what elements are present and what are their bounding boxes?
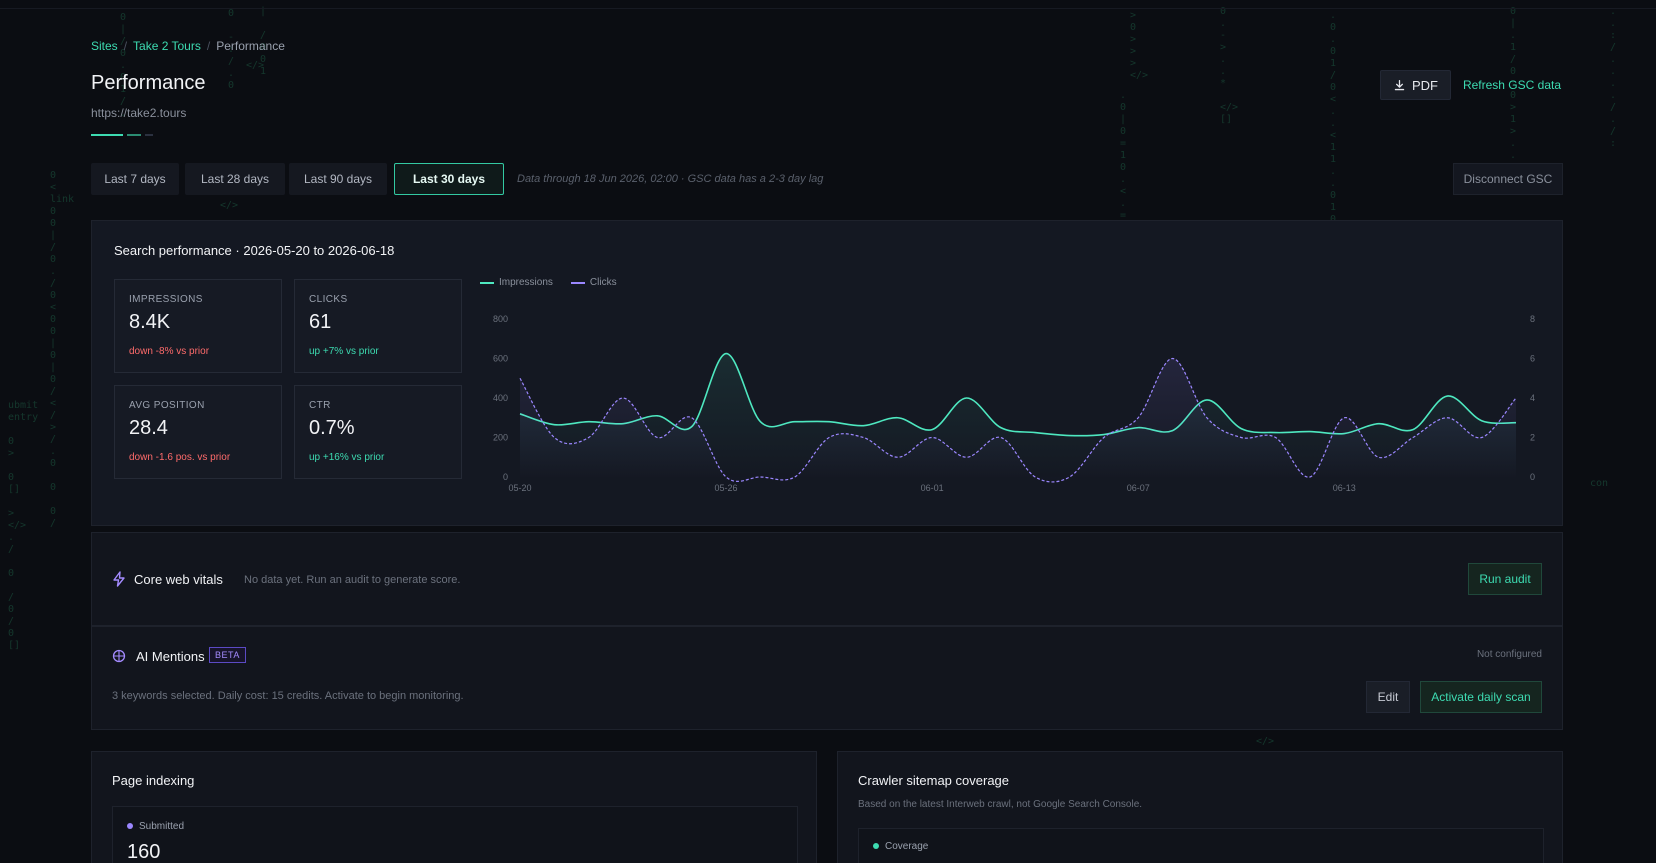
metric-change: down -8% vs prior: [129, 346, 210, 357]
breadcrumb: Sites / Take 2 Tours / Performance: [91, 39, 285, 53]
download-icon: [1394, 79, 1405, 90]
metric-label: CLICKS: [309, 294, 348, 305]
refresh-gsc-button[interactable]: Refresh GSC data: [1462, 78, 1561, 92]
run-audit-button[interactable]: Run audit: [1468, 563, 1542, 595]
metric-label: AVG POSITION: [129, 400, 205, 411]
metric-value: 28.4: [129, 417, 168, 439]
title-underline-segment: [145, 134, 153, 136]
title-underline: [91, 134, 123, 136]
legend-swatch-impressions: [480, 281, 494, 284]
breadcrumb-separator: /: [123, 39, 128, 53]
submitted-label-row: Submitted: [127, 821, 184, 832]
title-underline-segment: [127, 134, 141, 136]
crawler-coverage-card: Crawler sitemap coverage Based on the la…: [837, 751, 1563, 863]
series-line-clicks: [519, 357, 1517, 483]
metric-value: 0.7%: [309, 417, 355, 439]
metric-change: down -1.6 pos. vs prior: [129, 452, 231, 463]
y-right-tick-label: 0: [1530, 472, 1535, 482]
coverage-dot: [873, 843, 879, 850]
target-icon: [112, 649, 126, 663]
y-right-tick-label: 6: [1530, 354, 1535, 364]
range-tab-30-days[interactable]: Last 30 days: [394, 163, 504, 195]
range-tab-90-days[interactable]: Last 90 days: [289, 163, 387, 195]
x-tick-label: 06-13: [1333, 483, 1356, 493]
crawler-coverage-note: Based on the latest Interweb crawl, not …: [858, 799, 1143, 810]
breadcrumb-sites-link[interactable]: Sites: [91, 39, 118, 53]
y-right-tick-label: 4: [1530, 393, 1535, 403]
legend-impressions[interactable]: Impressions: [480, 277, 553, 288]
disconnect-gsc-button[interactable]: Disconnect GSC: [1453, 163, 1563, 195]
page-title: Performance: [91, 72, 206, 94]
submitted-stat: Submitted 160: [112, 806, 798, 863]
breadcrumb-separator: /: [206, 39, 211, 53]
search-performance-chart: Impressions Clicks 800 600 400 200 0 8 6 4 2 0 05-…: [480, 273, 1546, 511]
y-left-tick-label: 200: [493, 433, 508, 443]
legend-clicks[interactable]: Clicks: [570, 277, 617, 288]
search-performance-card: Search performance · 2026-05-20 to 2026-…: [91, 220, 1563, 526]
pdf-label: PDF: [1411, 77, 1438, 93]
coverage-label-row: Coverage: [873, 841, 928, 852]
metric-value: 8.4K: [129, 311, 171, 333]
crawler-coverage-title: Crawler sitemap coverage: [858, 773, 1010, 788]
coverage-label: Coverage: [885, 841, 929, 852]
metric-change: up +16% vs prior: [309, 452, 385, 463]
y-left-tick-label: 0: [503, 472, 508, 482]
ai-mentions-note: 3 keywords selected. Daily cost: 15 cred…: [112, 690, 464, 702]
ai-mentions-title: AI Mentions: [136, 649, 205, 664]
legend-label: Impressions: [499, 277, 553, 288]
metric-label: CTR: [309, 400, 331, 411]
x-tick-label: 05-26: [715, 483, 738, 493]
submitted-value: 160: [127, 841, 161, 863]
edit-keywords-button[interactable]: Edit: [1366, 681, 1410, 713]
core-web-vitals-title: Core web vitals: [134, 572, 223, 587]
submitted-dot: [127, 823, 133, 830]
x-tick-label: 06-07: [1127, 483, 1150, 493]
y-left-tick-label: 400: [493, 393, 508, 403]
metric-value: 61: [309, 311, 332, 333]
metric-change: up +7% vs prior: [309, 346, 379, 357]
submitted-label: Submitted: [139, 821, 185, 832]
pdf-export-button[interactable]: PDF: [1379, 70, 1451, 100]
page-indexing-card: Page indexing Submitted 160: [91, 751, 817, 863]
series-area-clicks: [520, 358, 1516, 482]
search-performance-title: Search performance · 2026-05-20 to 2026-…: [114, 243, 395, 258]
x-tick-label: 06-01: [921, 483, 944, 493]
y-right-tick-label: 2: [1530, 433, 1535, 443]
metric-clicks: CLICKS 61 up +7% vs prior: [294, 279, 462, 373]
y-right-tick-label: 8: [1530, 314, 1535, 324]
y-left-tick-label: 800: [493, 314, 508, 324]
legend-swatch-clicks: [570, 281, 585, 284]
metric-label: IMPRESSIONS: [129, 294, 203, 305]
page-indexing-title: Page indexing: [112, 773, 195, 788]
legend-label: Clicks: [589, 277, 617, 288]
metric-avg-position: AVG POSITION 28.4 down -1.6 pos. vs prio…: [114, 385, 282, 479]
date-range-bar: Last 7 days Last 28 days Last 90 days La…: [91, 163, 1563, 195]
lightning-icon: [113, 571, 125, 587]
metric-ctr: CTR 0.7% up +16% vs prior: [294, 385, 462, 479]
top-divider: [0, 8, 1656, 9]
range-tab-7-days[interactable]: Last 7 days: [91, 163, 179, 195]
range-tab-28-days[interactable]: Last 28 days: [185, 163, 285, 195]
y-left-tick-label: 600: [493, 354, 508, 364]
header-actions: PDF Refresh GSC data: [1379, 70, 1563, 100]
core-web-vitals-card: Core web vitals No data yet. Run an audi…: [91, 532, 1563, 626]
ai-mentions-status: Not configured: [1476, 649, 1542, 660]
activate-daily-scan-button[interactable]: Activate daily scan: [1420, 681, 1542, 713]
coverage-stat: Coverage: [858, 828, 1544, 863]
data-freshness-note: Data through 18 Jun 2026, 02:00 · GSC da…: [517, 173, 824, 185]
x-tick-label: 05-20: [508, 483, 531, 493]
core-web-vitals-note: No data yet. Run an audit to generate sc…: [244, 574, 461, 586]
breadcrumb-current: Performance: [216, 39, 285, 53]
chart-legend: Impressions Clicks: [480, 277, 617, 288]
metric-impressions: IMPRESSIONS 8.4K down -8% vs prior: [114, 279, 282, 373]
beta-badge: BETA: [209, 647, 246, 663]
page-url: https://take2.tours: [91, 106, 187, 120]
ai-mentions-card: AI Mentions BETA Not configured 3 keywor…: [91, 626, 1563, 730]
breadcrumb-site-link[interactable]: Take 2 Tours: [133, 39, 201, 53]
